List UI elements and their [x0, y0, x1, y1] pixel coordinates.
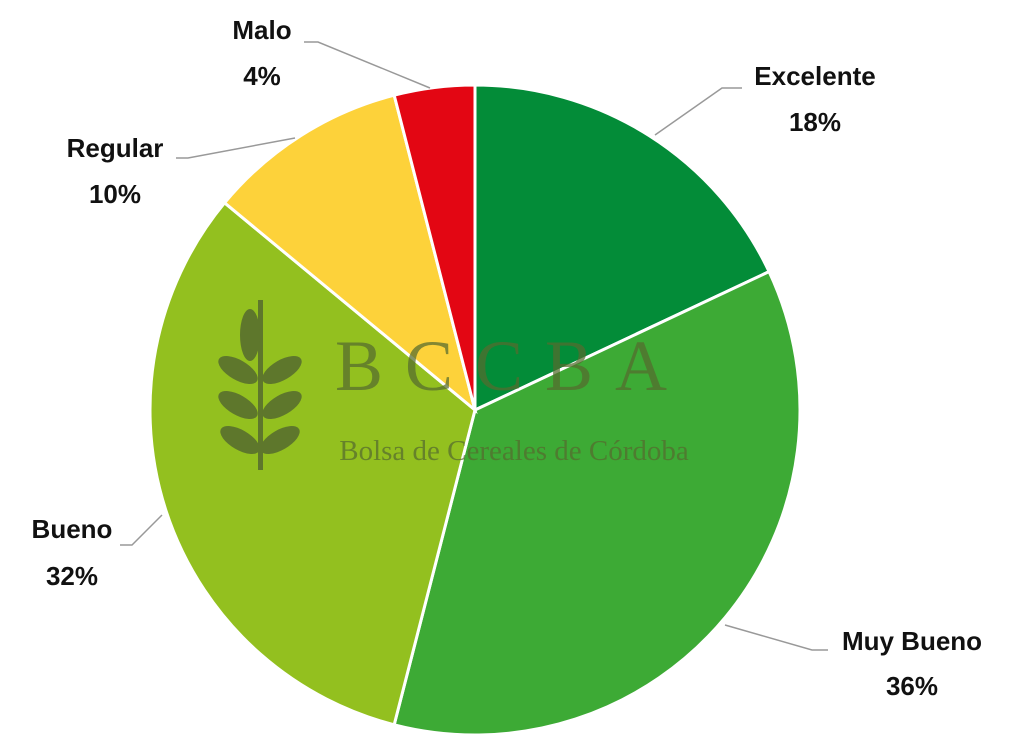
- value-label: 4%: [243, 61, 281, 91]
- slice: [148, 200, 477, 727]
- leaf: [262, 356, 302, 384]
- stem: [258, 300, 263, 470]
- slice: [392, 83, 477, 411]
- leaf: [218, 356, 258, 384]
- value-label: 18%: [789, 107, 841, 137]
- pie: [148, 83, 802, 734]
- category-label: Malo: [232, 15, 291, 45]
- wheat-icon: [218, 300, 302, 470]
- leader-line: [724, 624, 828, 651]
- leaf: [240, 309, 260, 361]
- leaf: [260, 426, 300, 454]
- slice: [222, 93, 478, 415]
- leader-line: [176, 137, 296, 159]
- value-label: 10%: [89, 179, 141, 209]
- leaf: [218, 391, 258, 419]
- leader-line: [304, 41, 431, 89]
- labels: Excelente 18% Muy Bueno 36% Bueno 32% Regular 1…: [32, 15, 983, 701]
- leader-line: [120, 514, 163, 546]
- watermark: BCCBA Bolsa de Cereales de Córdoba: [218, 300, 689, 470]
- category-label: Muy Bueno: [842, 626, 982, 656]
- leaf: [262, 391, 302, 419]
- value-label: 32%: [46, 561, 98, 591]
- watermark-title: BCCBA: [335, 326, 689, 406]
- category-label: Excelente: [754, 61, 875, 91]
- watermark-subtitle: Bolsa de Cereales de Córdoba: [339, 435, 689, 467]
- slice: [473, 83, 772, 413]
- leaf: [220, 426, 260, 454]
- slice: [392, 269, 802, 734]
- leader-line: [654, 87, 742, 136]
- category-label: Bueno: [32, 514, 113, 544]
- value-label: 36%: [886, 671, 938, 701]
- category-label: Regular: [67, 133, 164, 163]
